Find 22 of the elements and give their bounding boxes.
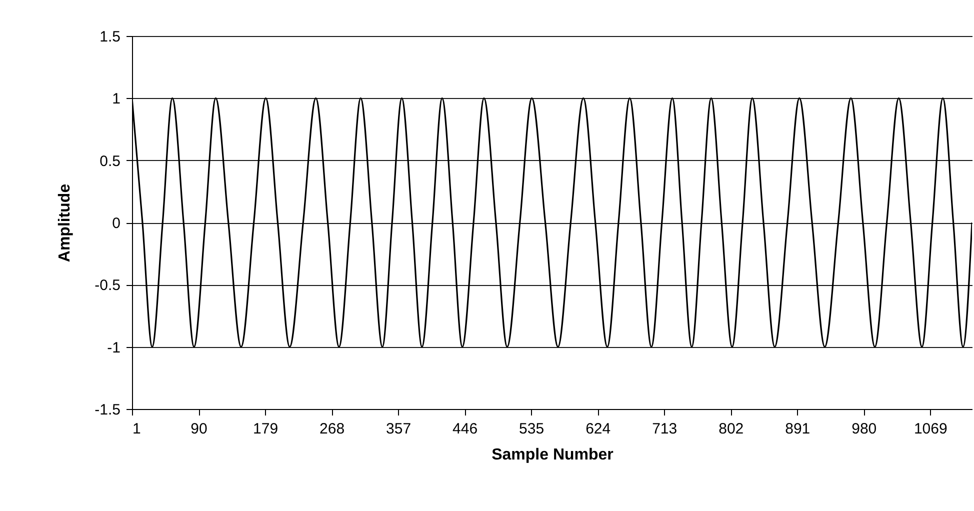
y-axis-title: Amplitude <box>56 184 74 262</box>
x-tick-label: 179 <box>253 420 278 438</box>
x-tick-label: 268 <box>320 420 345 438</box>
x-tick-label: 357 <box>386 420 412 438</box>
y-tick-label: 0 <box>112 215 120 232</box>
x-tick-label: 891 <box>785 420 810 438</box>
x-tick-label: 446 <box>452 420 478 438</box>
x-tick-label: 90 <box>190 420 208 438</box>
x-tick-label: 1069 <box>914 420 948 438</box>
y-tick-label: 0.5 <box>100 152 120 170</box>
y-tick-label: -1 <box>107 339 120 356</box>
x-axis-title: Sample Number <box>492 446 614 464</box>
y-tick-label: -1.5 <box>94 402 120 418</box>
x-tick-label: 624 <box>586 420 611 438</box>
x-tick-label: 1 <box>132 420 141 438</box>
x-tick-label: 713 <box>652 420 678 438</box>
x-tick-label: 980 <box>852 420 877 438</box>
x-tick-label: 535 <box>519 420 544 438</box>
y-tick-label: -0.5 <box>94 277 120 294</box>
x-tick-label: 802 <box>718 420 744 438</box>
y-tick-label: 1.5 <box>100 28 120 46</box>
y-tick-label: 1 <box>112 90 120 108</box>
